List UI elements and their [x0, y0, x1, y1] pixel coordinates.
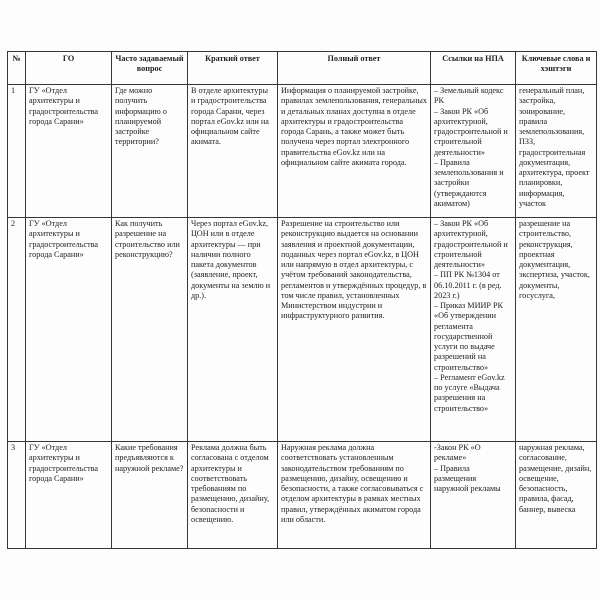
cell-npa-links: – Земельный кодекс РК – Закон РК «Об арх… [430, 84, 516, 218]
cell-full-answer: Разрешение на строительство или реконстр… [277, 217, 431, 442]
table-header-row: № ГО Часто задаваемый вопрос Краткий отв… [7, 51, 597, 85]
column-header-num: № [7, 51, 26, 85]
cell-go: ГУ «Отдел архитектуры и градостроительст… [25, 217, 112, 442]
table-row: 2 ГУ «Отдел архитектуры и градостроитель… [7, 217, 597, 442]
cell-full-answer: Наружная реклама должна соответствовать … [277, 441, 431, 549]
cell-npa-links: – Закон РК «Об архитектурной, градострои… [430, 217, 516, 442]
table-row: 3 ГУ «Отдел архитектуры и градостроитель… [7, 441, 597, 549]
cell-go: ГУ «Отдел архитектуры и градостроительст… [25, 441, 112, 549]
cell-short-answer: В отделе архитектуры и градостроительств… [187, 84, 278, 218]
table-row: 1 ГУ «Отдел архитектуры и градостроитель… [7, 84, 597, 218]
faq-table: № ГО Часто задаваемый вопрос Краткий отв… [7, 51, 597, 549]
column-header-go: ГО [25, 51, 112, 85]
cell-question: Как получить разрешение на строительство… [111, 217, 188, 442]
cell-full-answer: Информация о планируемой застройке, прав… [277, 84, 431, 218]
column-header-keywords: Ключевые слова и хэштэги [515, 51, 597, 85]
column-header-npa-links: Ссылки на НПА [430, 51, 516, 85]
cell-keywords: генеральный план, застройка, зонирование… [515, 84, 597, 218]
cell-short-answer: Через портал eGov.kz, ЦОН или в отделе а… [187, 217, 278, 442]
column-header-short-answer: Краткий ответ [187, 51, 278, 85]
cell-npa-links: -Закон РК «О рекламе» – Правила размещен… [430, 441, 516, 549]
cell-keywords: разрешение на строительство, реконструкц… [515, 217, 597, 442]
cell-num: 2 [7, 217, 26, 442]
cell-num: 3 [7, 441, 26, 549]
cell-short-answer: Реклама должна быть согласована с отдело… [187, 441, 278, 549]
column-header-full-answer: Полный ответ [277, 51, 431, 85]
cell-keywords: наружная реклама, согласование, размещен… [515, 441, 597, 549]
cell-question: Какие требования предъявляются к наружно… [111, 441, 188, 549]
column-header-question: Часто задаваемый вопрос [111, 51, 188, 85]
cell-num: 1 [7, 84, 26, 218]
cell-go: ГУ «Отдел архитектуры и градостроительст… [25, 84, 112, 218]
cell-question: Где можно получить информацию о планируе… [111, 84, 188, 218]
